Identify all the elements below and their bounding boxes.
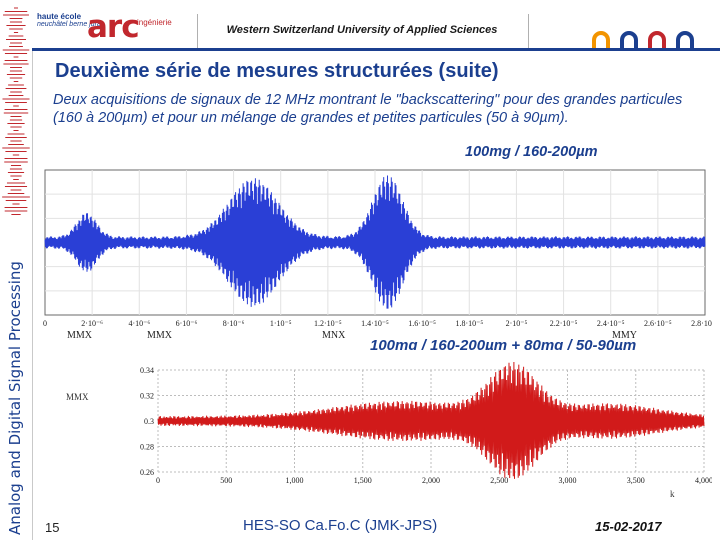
chart2-y-tick-label: 0.26: [140, 468, 154, 477]
chart2-y-tick-label: 0.28: [140, 443, 154, 452]
chart1-x-tick-label: 6·10⁻⁶: [176, 319, 198, 328]
university-title-frame: [197, 14, 529, 48]
chart2-x-tick-label: 3,000: [559, 476, 577, 485]
intro-text: Deux acquisitions de signaux de 12 MHz m…: [53, 92, 683, 126]
footer-date: 15-02-2017: [595, 519, 662, 534]
chart1-x-ticks: 0 2·10⁻⁶ 4·10⁻⁶ 6·10⁻⁶ 8·10⁻⁶ 1·10⁻⁵ 1.2·10⁻⁵ 1…: [43, 319, 712, 328]
chart1-bottom-label: MNX: [322, 330, 346, 341]
chart1-x-tick-label: 1.8·10⁻⁵: [455, 319, 483, 328]
chart1-x-tick-label: 1.2·10⁻⁵: [314, 319, 342, 328]
chart1-x-tick-label: 0: [43, 319, 47, 328]
chart2-y-tick-label: 0.32: [140, 392, 154, 401]
logo-arc: arc: [87, 9, 140, 45]
header-divider: [32, 48, 720, 51]
chart2-x-tick-label: 0: [156, 476, 160, 485]
university-title: Western Switzerland University of Applie…: [226, 24, 498, 36]
chart1-series-line: [44, 175, 706, 309]
chart2-y-ticks: 0.34 0.32 0.3 0.28 0.26: [140, 366, 154, 477]
chart1-x-tick-label: 1.4·10⁻⁵: [361, 319, 389, 328]
chart2-y-tick-label: 0.34: [140, 366, 154, 375]
waveform-decoration-icon: [2, 7, 30, 215]
chart2-y-tick-label: 0.3: [144, 417, 154, 426]
chart1-x-tick-label: 2.6·10⁻⁵: [644, 319, 672, 328]
chart1-x-tick-label: 4·10⁻⁶: [128, 319, 150, 328]
chart2-series-line: [157, 361, 705, 479]
logo-school-line1: haute école: [37, 12, 82, 21]
chart2-y-label: MMX: [66, 392, 89, 402]
chart2-x-tick-label: 3,500: [627, 476, 645, 485]
chart2-x-tick-label: 2,500: [490, 476, 508, 485]
page-number: 15: [45, 520, 60, 535]
chart1-x-tick-label: 2·10⁻⁶: [81, 319, 103, 328]
chart1-x-tick-label: 2.8·10⁻⁵: [691, 319, 712, 328]
school-logo: haute école neuchâtel berne jura arc ing…: [37, 8, 187, 48]
logo-ingenierie: ingénierie: [137, 18, 172, 27]
chart1-x-tick-label: 2.4·10⁻⁵: [597, 319, 625, 328]
page-title: Deuxième série de mesures structurées (s…: [55, 60, 499, 82]
chart2-label: 100mg / 160-200µm + 80mg / 50-90µm: [370, 337, 637, 354]
chart2-x-label: k: [670, 489, 675, 499]
chart2-x-tick-label: 1,000: [286, 476, 304, 485]
header: haute école neuchâtel berne jura arc ing…: [32, 0, 720, 48]
chart1-x-tick-label: 1.6·10⁻⁵: [408, 319, 436, 328]
chart1-x-tick-label: 1·10⁻⁵: [270, 319, 292, 328]
chart2-x-tick-label: 1,500: [354, 476, 372, 485]
logo-school-line2: neuchâtel berne jura: [37, 21, 101, 28]
chart1-bottom-label: MMX: [67, 330, 93, 341]
chart1-x-tick-label: 8·10⁻⁶: [223, 319, 245, 328]
chart1-x-tick-label: 2·10⁻⁵: [506, 319, 528, 328]
chart2-x-tick-label: 500: [220, 476, 232, 485]
chart1-bottom-label: MMY: [612, 330, 637, 341]
chart1-bottom-labels: MMX MMX MNX MMY: [67, 330, 637, 341]
arches-decoration-icon: [592, 31, 694, 48]
left-decor-strip: [0, 0, 33, 540]
chart1-label: 100mg / 160-200µm: [465, 144, 598, 160]
chart-large-particles: 0 2·10⁻⁶ 4·10⁻⁶ 6·10⁻⁶ 8·10⁻⁶ 1·10⁻⁵ 1.2·10⁻⁵ 1…: [37, 160, 712, 350]
chart-mixed-particles: 0.34 0.32 0.3 0.28 0.26 0 500 1,000 1,500 2,000 2…: [64, 350, 712, 500]
side-caption: Analog and Digital Signal Processing: [6, 261, 24, 535]
chart2-x-tick-label: 4,000: [695, 476, 712, 485]
footer-author: HES-SO Ca.Fo.C (JMK-JPS): [243, 517, 438, 534]
chart1-x-tick-label: 2.2·10⁻⁵: [550, 319, 578, 328]
chart2-x-tick-label: 2,000: [422, 476, 440, 485]
chart1-bottom-label: MMX: [147, 330, 173, 341]
chart2-x-ticks: 0 500 1,000 1,500 2,000 2,500 3,000 3,500 4,000: [156, 476, 712, 485]
